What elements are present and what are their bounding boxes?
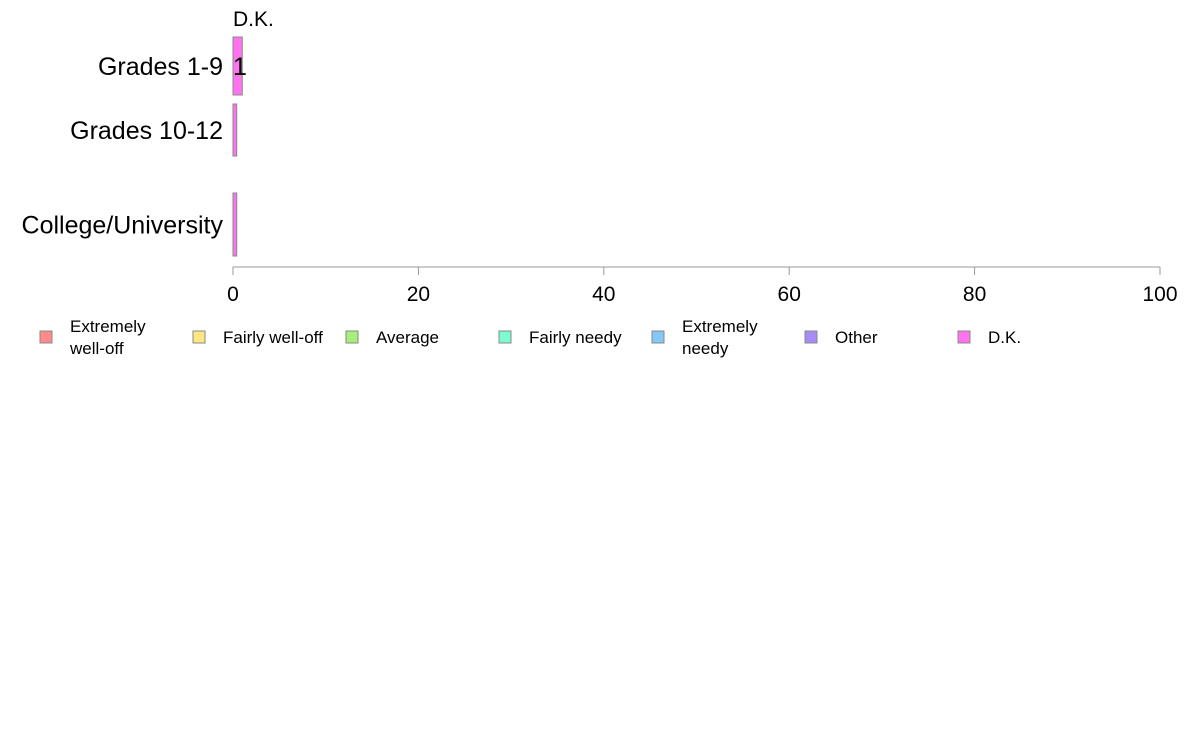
x-tick-label: 20 <box>407 283 430 306</box>
category-labels: Grades 1-9 Grades 10-12 College/University <box>22 53 224 240</box>
category-label: Grades 10-12 <box>70 117 223 145</box>
bars <box>232 36 243 257</box>
x-tick-label: 0 <box>227 283 239 306</box>
legend-swatch <box>39 330 53 344</box>
x-tick-label: 100 <box>1142 283 1177 306</box>
legend: Extremely well-off Fairly well-off Average F… <box>39 317 1021 358</box>
x-tick-label: 40 <box>592 283 615 306</box>
x-tick-label: 80 <box>963 283 986 306</box>
legend-swatch <box>651 330 665 344</box>
legend-swatch <box>804 330 818 344</box>
data-labels: 1 <box>233 53 247 81</box>
top-annotation: D.K. <box>233 8 274 31</box>
legend-label: D.K. <box>988 328 1021 347</box>
bar-segment <box>232 36 243 96</box>
legend-label: Fairly well-off <box>223 328 323 347</box>
bar-segment <box>232 103 238 157</box>
legend-label: Fairly needy <box>529 328 622 347</box>
legend-label: Extremely needy <box>682 317 758 358</box>
data-label: 1 <box>233 53 247 81</box>
legend-swatch <box>957 330 971 344</box>
bar-segment <box>232 192 238 257</box>
legend-label: Average <box>376 328 439 347</box>
legend-swatch <box>192 330 206 344</box>
legend-label: Extremely well-off <box>69 317 146 358</box>
legend-swatch <box>345 330 359 344</box>
x-tick-label: 60 <box>778 283 801 306</box>
category-label: Grades 1-9 <box>98 53 223 81</box>
x-axis: 0 20 40 60 80 100 <box>227 266 1178 306</box>
category-label: College/University <box>22 212 224 240</box>
legend-label: Other <box>835 328 878 347</box>
legend-swatch <box>498 330 512 344</box>
